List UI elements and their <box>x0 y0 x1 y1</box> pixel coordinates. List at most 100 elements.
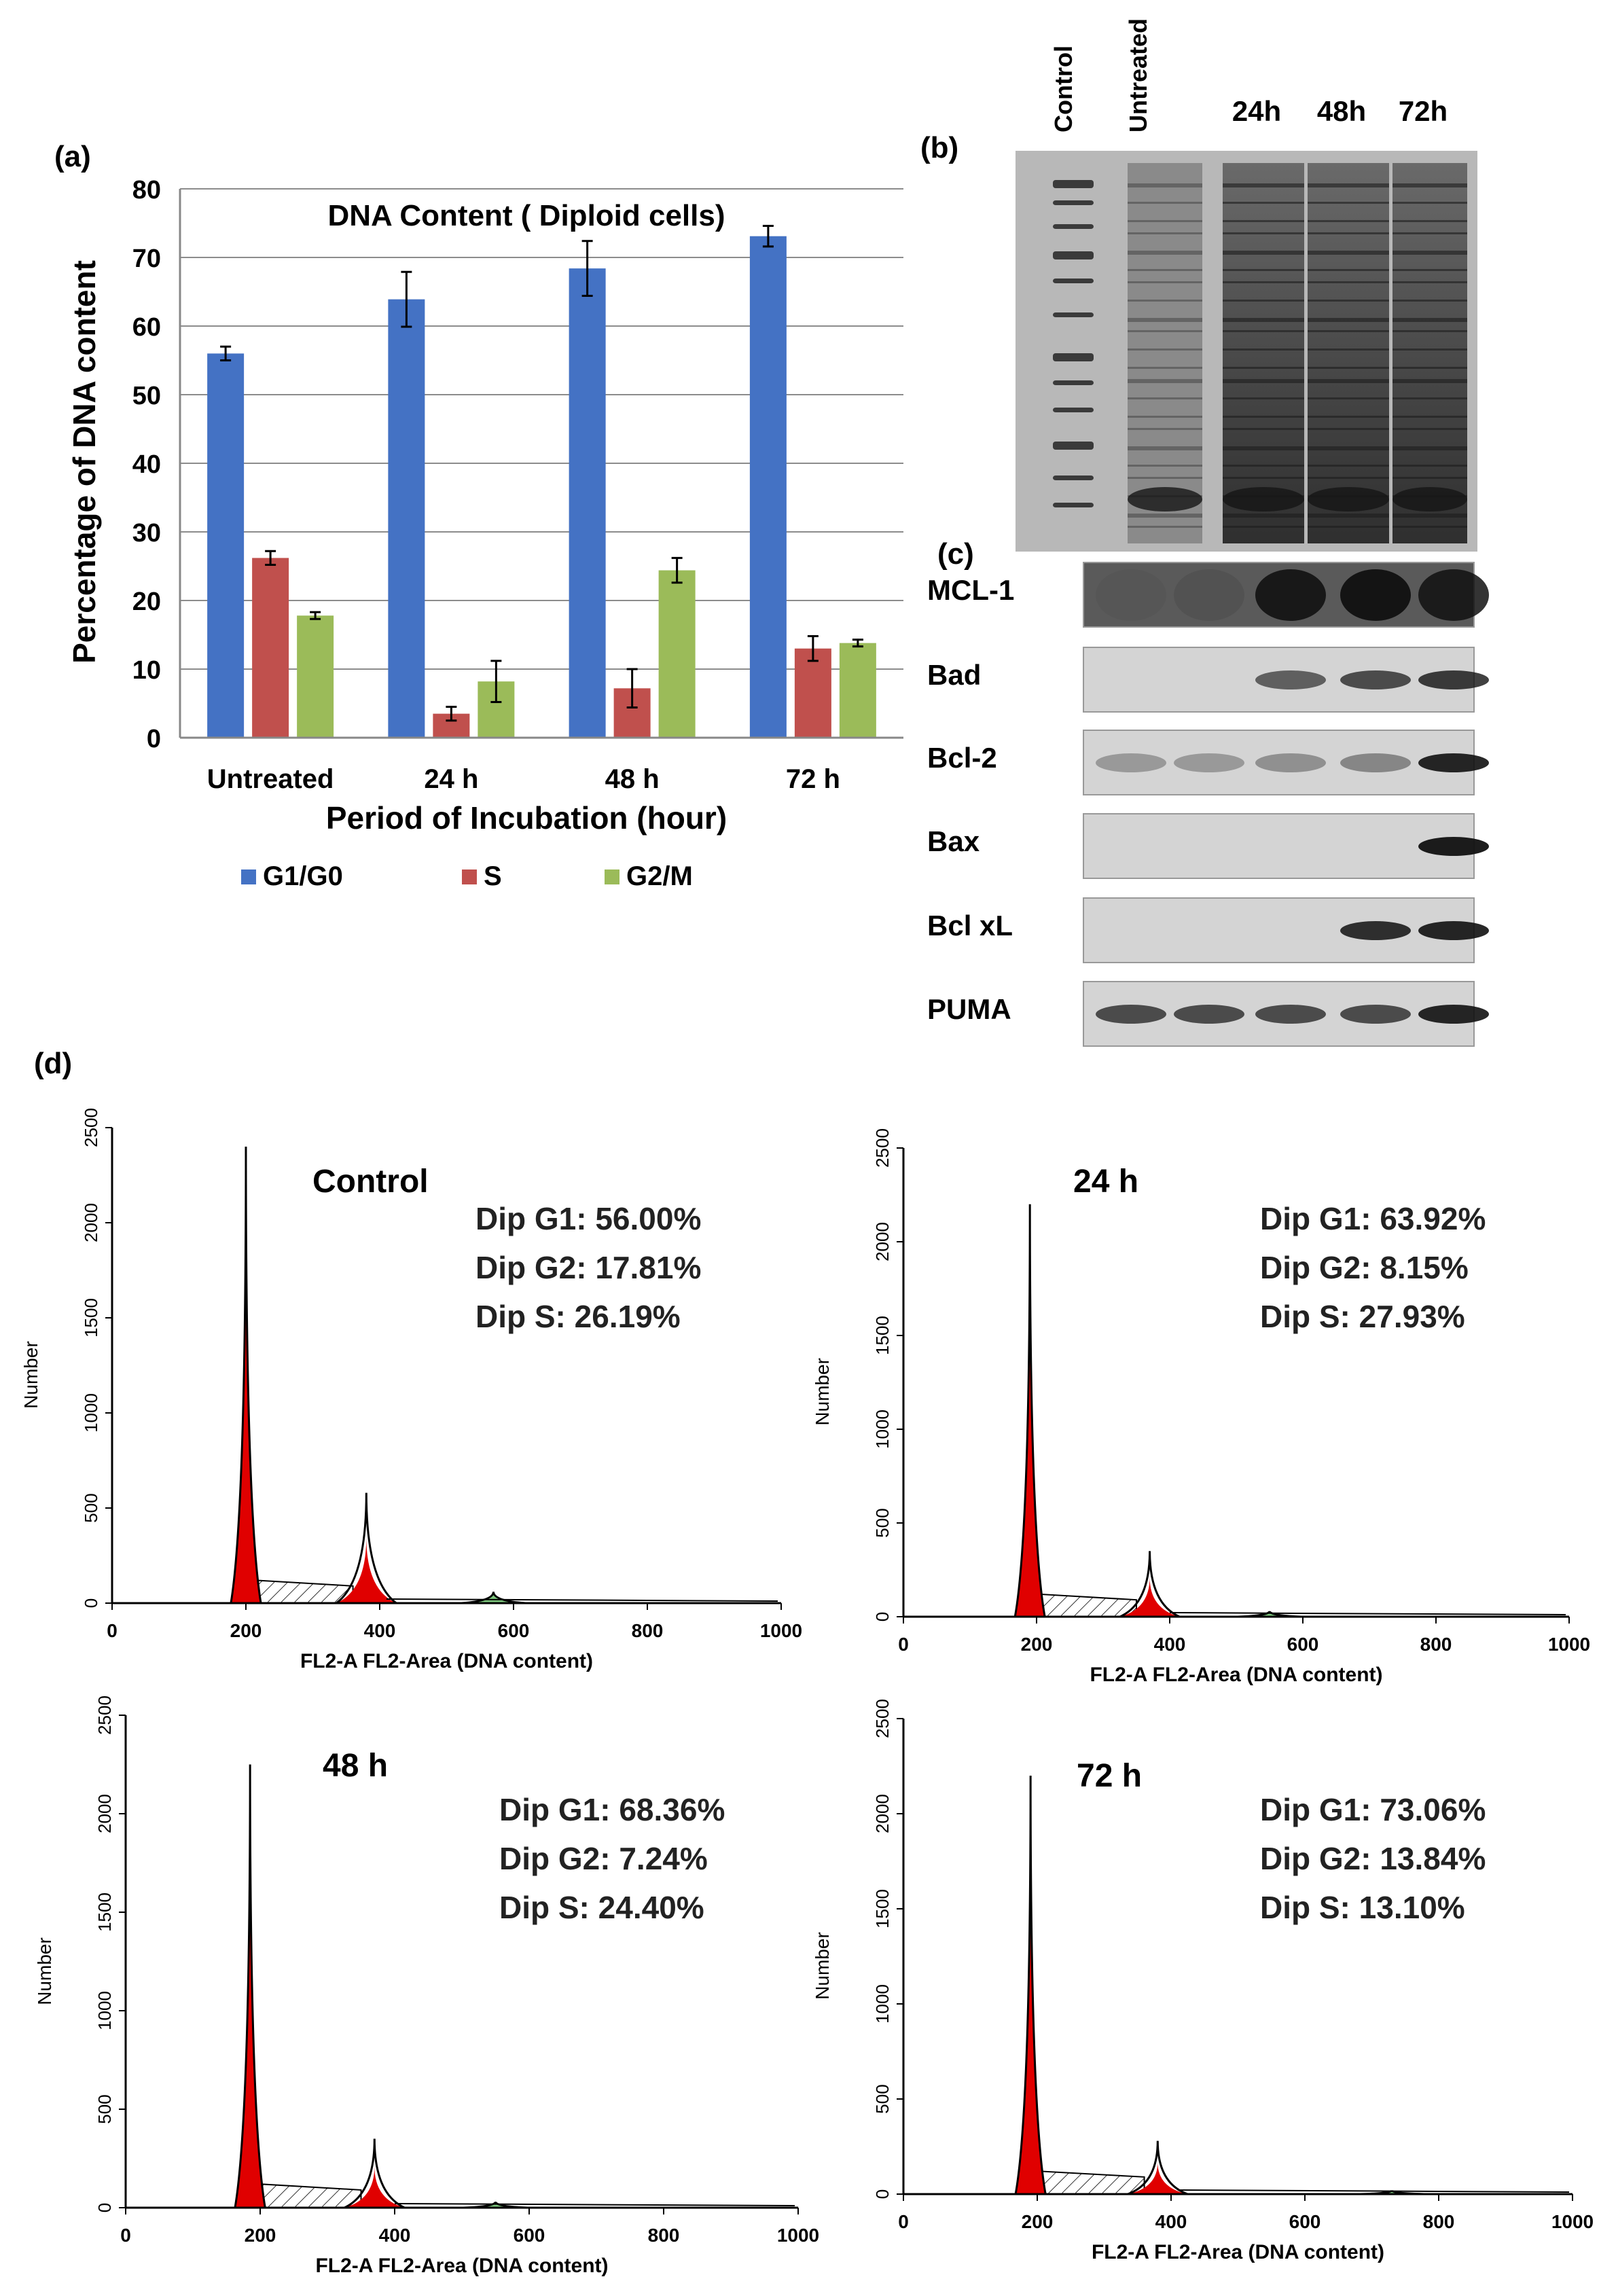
y-tick-label: 40 <box>132 450 161 479</box>
histogram-peak-fill <box>344 2166 405 2208</box>
gel-band <box>1128 526 1202 528</box>
gel-band <box>1223 367 1304 369</box>
panel-d-label: (d) <box>34 1047 72 1080</box>
gel-band <box>1393 526 1467 528</box>
y-tick-label: 50 <box>132 382 161 410</box>
gel-lane-label: Control <box>1049 46 1077 132</box>
y-tick-label: 0 <box>81 1598 101 1608</box>
x-axis-title: FL2-A FL2-Area (DNA content) <box>1092 2241 1384 2263</box>
y-tick-label: 1000 <box>81 1393 101 1433</box>
x-tick-label: 200 <box>1022 2211 1054 2232</box>
y-tick-label: 500 <box>81 1493 101 1522</box>
x-tick-label: 24 h <box>424 764 478 794</box>
bar-g2m <box>658 570 696 738</box>
gel-band <box>1393 487 1467 512</box>
gel-band <box>1393 428 1467 430</box>
gel-band <box>1128 367 1202 369</box>
blot-band <box>1418 670 1489 689</box>
histogram-stat: Dip G2: 7.24% <box>499 1841 708 1876</box>
ladder-band <box>1053 251 1094 259</box>
gel-band <box>1393 202 1467 204</box>
histogram-peak-fill <box>1237 1611 1302 1617</box>
gel-band <box>1308 300 1389 302</box>
gel-band <box>1128 232 1202 234</box>
x-tick-labels: Untreated 24 h 48 h 72 h <box>207 764 840 794</box>
gel-band <box>1223 269 1304 271</box>
gel-band <box>1128 300 1202 302</box>
gel-band <box>1223 300 1304 302</box>
histogram-stat: Dip G1: 73.06% <box>1260 1792 1486 1827</box>
gel-band <box>1128 183 1202 187</box>
x-axis-title: FL2-A FL2-Area (DNA content) <box>300 1650 593 1672</box>
gel-lane <box>1308 163 1389 543</box>
y-tick-label: 2000 <box>872 1222 893 1261</box>
gel-band <box>1128 428 1202 430</box>
gel-band <box>1393 330 1467 332</box>
gel-band <box>1128 416 1202 418</box>
gel-band <box>1223 397 1304 399</box>
gel-band <box>1393 281 1467 283</box>
y-tick-labels: 0 10 20 30 40 50 60 70 80 <box>132 176 161 753</box>
blot-label: MCL-1 <box>927 574 1014 606</box>
gel-band <box>1308 397 1389 399</box>
gel-band <box>1223 379 1304 383</box>
blot-label: Bad <box>927 659 981 691</box>
gel-band <box>1223 318 1304 322</box>
bar-g2m <box>839 643 876 738</box>
gel-lane-labels: Control Untreated 24h 48h 72h <box>1049 18 1448 132</box>
s-phase-area <box>1039 1593 1137 1617</box>
x-tick-label: 0 <box>107 1620 118 1641</box>
histogram-stat: Dip S: 27.93% <box>1260 1299 1465 1334</box>
blot-band <box>1418 837 1489 856</box>
gel-lane-label: 72h <box>1399 95 1448 127</box>
x-tick-label: 600 <box>514 2225 545 2246</box>
bar-g1g0 <box>388 299 425 738</box>
bar-g2m <box>297 615 334 738</box>
histogram-title: 48 h <box>323 1748 388 1784</box>
gel-band <box>1308 428 1389 430</box>
histogram-peak-outline <box>1127 2140 1188 2195</box>
x-tick-label: 1000 <box>1551 2211 1594 2232</box>
gel-band <box>1308 416 1389 418</box>
ladder-band <box>1053 503 1094 507</box>
x-tick-label: 48 h <box>605 764 660 794</box>
y-tick-label: 500 <box>94 2094 115 2123</box>
gel-band <box>1128 379 1202 383</box>
histogram-peak-fill <box>1119 1577 1180 1617</box>
ladder-band <box>1053 312 1094 317</box>
histogram-title: Control <box>312 1164 429 1200</box>
gel-band <box>1308 232 1389 234</box>
y-tick-label: 1500 <box>872 1889 893 1929</box>
histogram-chart: 0 200 400 600 800 1000 0 500 1000 1500 2000 2500 FL2… <box>812 1128 1590 1686</box>
histogram-peak-outline <box>344 2138 406 2209</box>
x-tick-label: 200 <box>1021 1634 1053 1655</box>
x-tick-label: 1000 <box>1548 1634 1590 1655</box>
gel-band <box>1223 465 1304 467</box>
gel-band <box>1128 202 1202 204</box>
ladder-band <box>1053 279 1094 283</box>
gel-band <box>1393 300 1467 302</box>
histogram-title: 24 h <box>1073 1164 1138 1200</box>
blot-strip <box>1083 813 1475 879</box>
gel-band <box>1393 367 1467 369</box>
gel-band <box>1393 269 1467 271</box>
histogram-peak-outline <box>1014 1775 1047 2195</box>
x-tick-label: 600 <box>498 1620 530 1641</box>
histogram-peak-fill <box>1015 1204 1045 1617</box>
x-tick-label: 1000 <box>760 1620 802 1641</box>
y-tick-label: 2500 <box>872 1699 893 1738</box>
y-tick-label: 80 <box>132 176 161 204</box>
gel-band <box>1308 330 1389 332</box>
panel-a-label: (a) <box>54 140 91 173</box>
gel-band <box>1308 269 1389 271</box>
gel-lanes <box>1053 163 1467 543</box>
ladder-band <box>1053 442 1094 450</box>
gel-lane <box>1393 163 1467 543</box>
histogram-peak-outline <box>461 1591 526 1604</box>
gel-band <box>1308 514 1389 518</box>
gel-band <box>1223 183 1304 187</box>
gel-band <box>1223 514 1304 518</box>
blot-band <box>1096 753 1166 772</box>
histogram-peak-outline <box>1013 1204 1046 1618</box>
